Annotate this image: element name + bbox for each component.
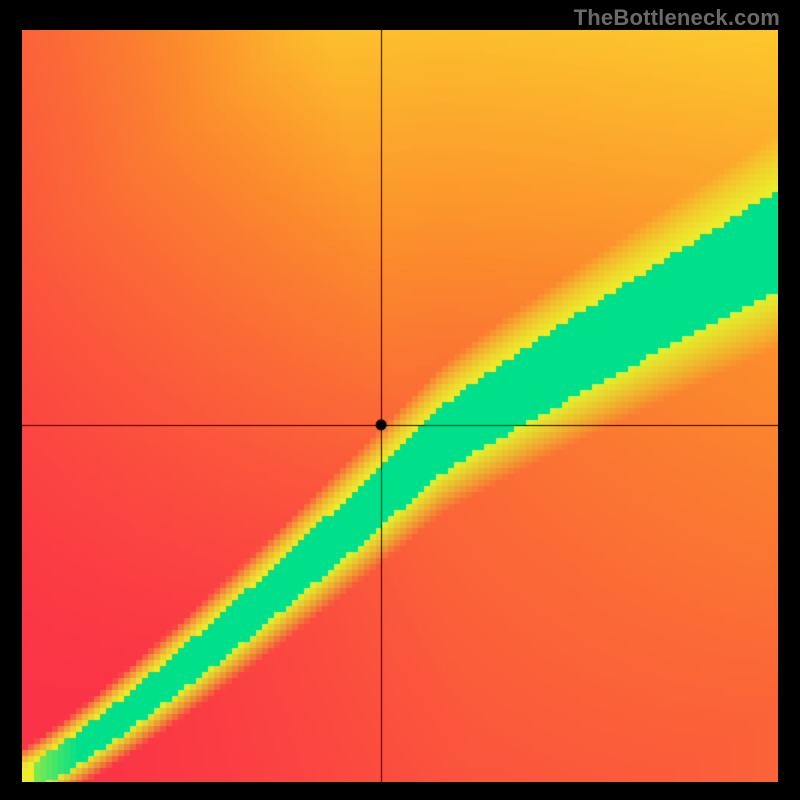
watermark-text: TheBottleneck.com xyxy=(574,5,780,31)
heatmap-plot xyxy=(22,30,778,782)
heatmap-canvas xyxy=(22,30,778,782)
chart-frame: TheBottleneck.com xyxy=(0,0,800,800)
